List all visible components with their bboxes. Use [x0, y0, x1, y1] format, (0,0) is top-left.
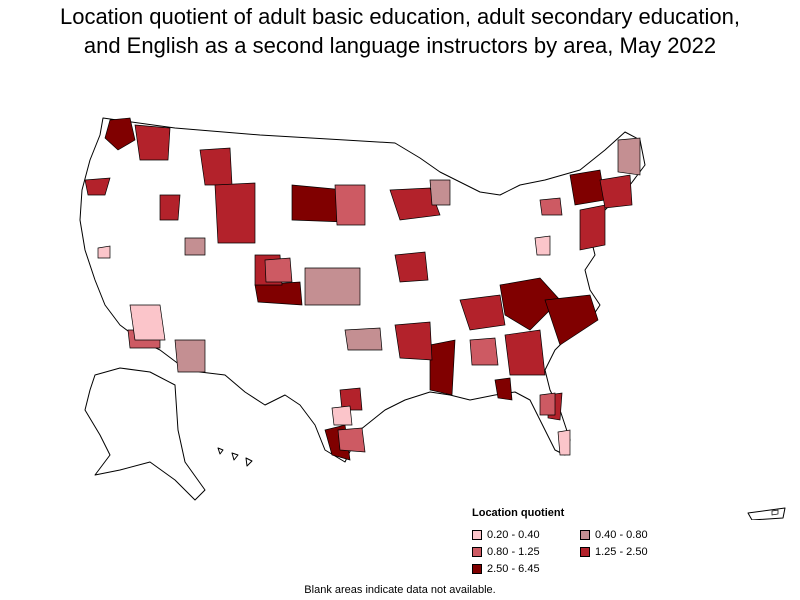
legend-item-0-20-0-40: 0.20 - 0.40: [472, 528, 580, 541]
legend-label: 0.20 - 0.40: [487, 528, 540, 541]
legend-label: 1.25 - 2.50: [595, 545, 648, 558]
puerto-rico-outline: [747, 507, 786, 520]
title-line-2: and English as a second language instruc…: [83, 33, 717, 58]
legend-swatch: [472, 563, 482, 574]
legend-swatch: [472, 529, 482, 540]
legend-swatch: [580, 546, 590, 557]
us-choropleth-map: [79, 117, 786, 520]
regions-0-20-to-0-40: [97, 235, 571, 456]
legend: Location quotient 0.20 - 0.40 0.40 - 0.8…: [472, 507, 692, 575]
puerto-rico-islands: [771, 509, 779, 516]
hawaii-islands: [217, 447, 253, 467]
legend-item-1-25-2-50: 1.25 - 2.50: [580, 545, 690, 558]
data-availability-note: Blank areas indicate data not available.: [304, 584, 496, 596]
regions-1-25-to-2-50: [84, 124, 633, 421]
legend-label: 0.40 - 0.80: [595, 528, 648, 541]
map-title: Location quotient of adult basic educati…: [0, 2, 800, 60]
regions-0-40-to-0-80: [174, 137, 641, 373]
legend-item-0-80-1-25: 0.80 - 1.25: [472, 545, 580, 558]
title-line-1: Location quotient of adult basic educati…: [59, 4, 741, 29]
legend-title: Location quotient: [472, 507, 565, 519]
legend-swatch: [580, 529, 590, 540]
legend-label: 0.80 - 1.25: [487, 545, 540, 558]
alaska-outline: [84, 367, 206, 501]
legend-item-0-40-0-80: 0.40 - 0.80: [580, 528, 690, 541]
legend-item-2-50-6-45: 2.50 - 6.45: [472, 562, 580, 575]
legend-label: 2.50 - 6.45: [487, 562, 540, 575]
legend-swatch: [472, 546, 482, 557]
